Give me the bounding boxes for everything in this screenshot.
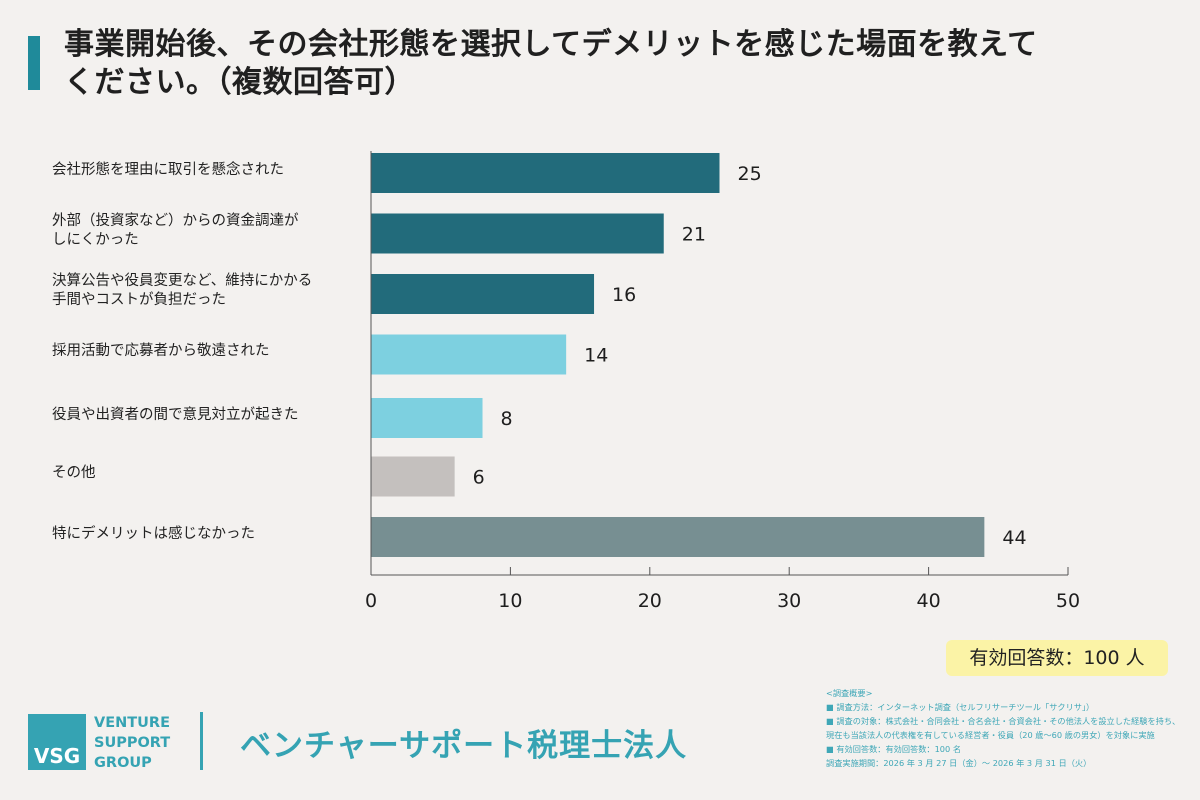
x-tick-label: 30 [777, 590, 801, 612]
category-label: 会社形態を理由に取引を懸念された [52, 161, 284, 178]
logo-line-2: SUPPORT [94, 735, 171, 751]
bar [371, 398, 483, 438]
survey-overview: <調査概要> ■ 調査方法：インターネット調査（セルフリサーチツール「サクリサ」… [826, 686, 1186, 770]
survey-heading: <調査概要> [826, 688, 873, 698]
x-tick-label: 10 [498, 590, 522, 612]
bar [371, 517, 985, 557]
survey-line: ■ 有効回答数：有効回答数：100 名 [826, 744, 962, 754]
bar [371, 334, 567, 375]
bar [371, 274, 595, 314]
bar [371, 213, 664, 254]
data-label: 21 [682, 224, 706, 246]
logo-line-1: VENTURE [94, 715, 170, 731]
bar [371, 456, 455, 497]
vsg-logo-mark: VSG [28, 714, 86, 770]
data-label: 14 [584, 345, 608, 367]
bar [371, 153, 720, 193]
category-label: その他 [52, 465, 96, 481]
data-label: 6 [473, 467, 485, 489]
survey-line: 調査実施期間：2026 年 3 月 27 日（金）〜 2026 年 3 月 31… [826, 758, 1092, 768]
x-tick-label: 0 [365, 590, 377, 612]
x-tick-label: 40 [917, 590, 941, 612]
logo-divider [200, 712, 203, 770]
logo-line-3: GROUP [94, 755, 152, 771]
data-label: 44 [1002, 527, 1026, 549]
data-label: 8 [501, 408, 513, 430]
category-label: 外部（投資家など）からの資金調達が しにくかった [52, 212, 299, 248]
page-title: 事業開始後、その会社形態を選択してデメリットを感じた場面を教えてください。（複数… [64, 27, 1038, 100]
company-name: ベンチャーサポート税理士法人 [240, 728, 688, 764]
data-label: 16 [612, 284, 636, 306]
survey-line: ■ 調査方法：インターネット調査（セルフリサーチツール「サクリサ」） [826, 702, 1095, 712]
survey-line: 現在も当該法人の代表権を有している経営者・役員（20 歳〜60 歳の男女）を対象… [826, 730, 1155, 740]
category-label: 決算公告や役員変更など、維持にかかる 手間やコストが負担だった [52, 273, 313, 308]
bar-chart: 25 21 16 14 8 6 44 0 10 20 30 40 50 [365, 151, 1080, 612]
category-label: 特にデメリットは感じなかった [52, 525, 255, 542]
category-label: 採用活動で応募者から敬遠された [52, 343, 270, 359]
survey-line: ■ 調査の対象：株式会社・合同会社・合名会社・合資会社・その他法人を設立した経験… [826, 716, 1181, 726]
x-tick-label: 50 [1056, 590, 1080, 612]
data-label: 25 [738, 163, 762, 185]
category-label: 役員や出資者の間で意見対立が起きた [52, 406, 299, 423]
vsg-logo-text: VENTURE SUPPORT GROUP [94, 713, 194, 773]
title-accent-bar [28, 36, 40, 90]
response-count-note: 有効回答数：100 人 [946, 640, 1168, 676]
x-tick-label: 20 [638, 590, 662, 612]
